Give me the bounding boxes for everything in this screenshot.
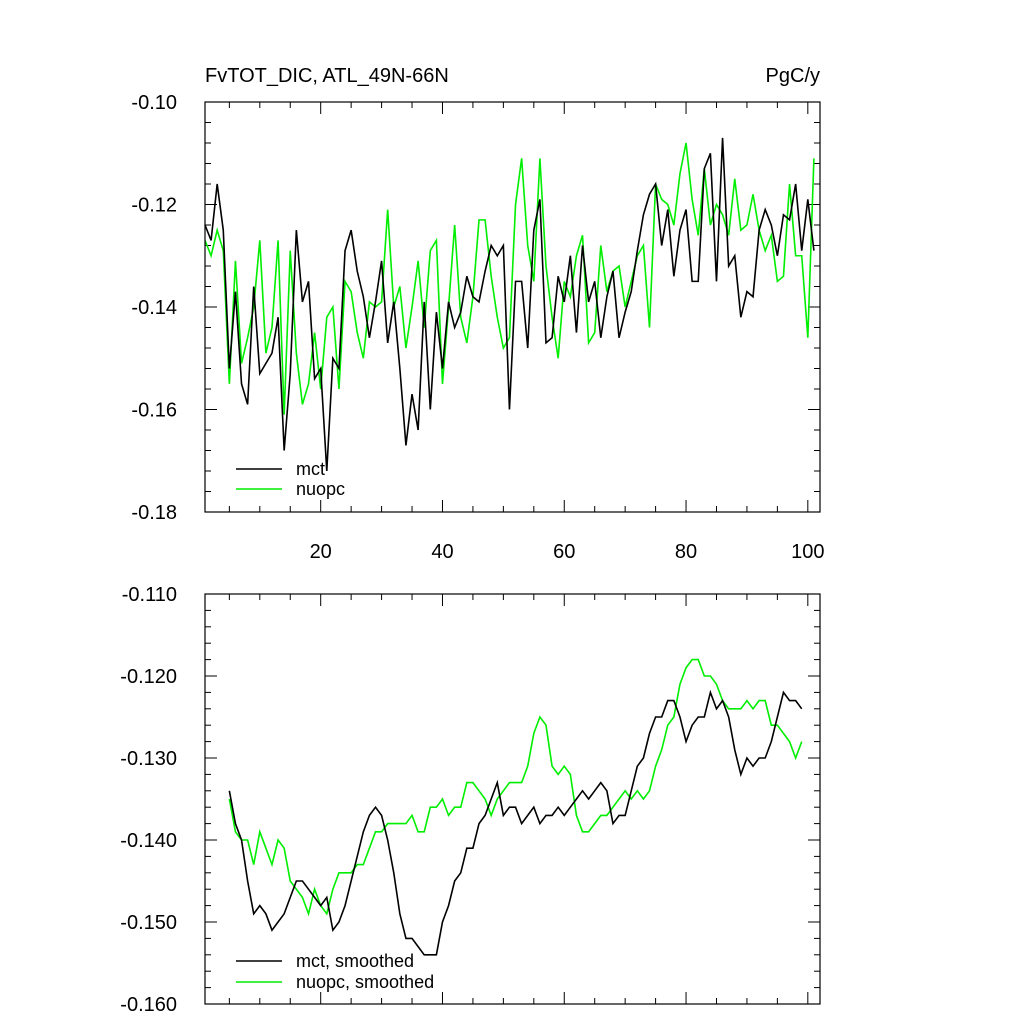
top-title: FvTOT_DIC, ATL_49N-66N (205, 65, 449, 87)
y-tick-label: -0.16 (131, 400, 177, 422)
bottom-axis-ticks (205, 593, 820, 1005)
x-tick-label: 40 (431, 541, 453, 563)
y-tick-label: -0.150 (120, 912, 177, 934)
top-series-mct-line (204, 137, 815, 472)
y-tick-label: -0.10 (131, 92, 177, 114)
top-legend-nuopc-label: nuopc (296, 479, 345, 499)
bottom-series-mct-smoothed-line (228, 689, 803, 956)
top-plot-frame (204, 101, 821, 513)
bottom-legend-nuopc-label: nuopc, smoothed (296, 972, 434, 992)
bottom-legend-mct-label: mct, smoothed (296, 951, 414, 971)
panel-bottom: -0.160 -0.150 -0.140 -0.130 -0.120 -0.110 mct… (120, 584, 821, 1016)
x-tick-label: 80 (675, 541, 697, 563)
top-units: PgC/y (766, 65, 820, 87)
y-tick-label: -0.12 (131, 195, 177, 217)
x-tick-label: 60 (553, 541, 575, 563)
bottom-series-nuopc-smoothed-line (228, 658, 803, 917)
y-tick-label: -0.120 (120, 666, 177, 688)
y-tick-label: -0.140 (120, 830, 177, 852)
top-axis-ticks (205, 101, 820, 513)
top-legend-mct-label: mct (296, 459, 325, 479)
x-tick-label: 20 (310, 541, 332, 563)
y-tick-label: -0.160 (120, 994, 177, 1016)
bottom-plot-frame (204, 593, 821, 1005)
y-tick-label: -0.110 (122, 584, 177, 606)
bottom-y-tick-labels: -0.160 -0.150 -0.140 -0.130 -0.120 -0.110 (120, 584, 177, 1016)
top-series-nuopc-line (204, 142, 815, 415)
x-tick-label: 100 (791, 541, 824, 563)
y-tick-label: -0.14 (131, 297, 177, 319)
top-y-tick-labels: -0.18 -0.16 -0.14 -0.12 -0.10 (131, 92, 177, 524)
y-tick-label: -0.130 (120, 748, 177, 770)
bottom-legend: mct, smoothed nuopc, smoothed (236, 951, 434, 992)
panel-top: FvTOT_DIC, ATL_49N-66N PgC/y -0.18-0.16-… (131, 65, 824, 563)
top-legend: mct nuopc (236, 459, 345, 499)
top-x-tick-labels: 20 40 60 80 100 (310, 541, 825, 563)
y-tick-label: -0.18 (131, 502, 177, 524)
